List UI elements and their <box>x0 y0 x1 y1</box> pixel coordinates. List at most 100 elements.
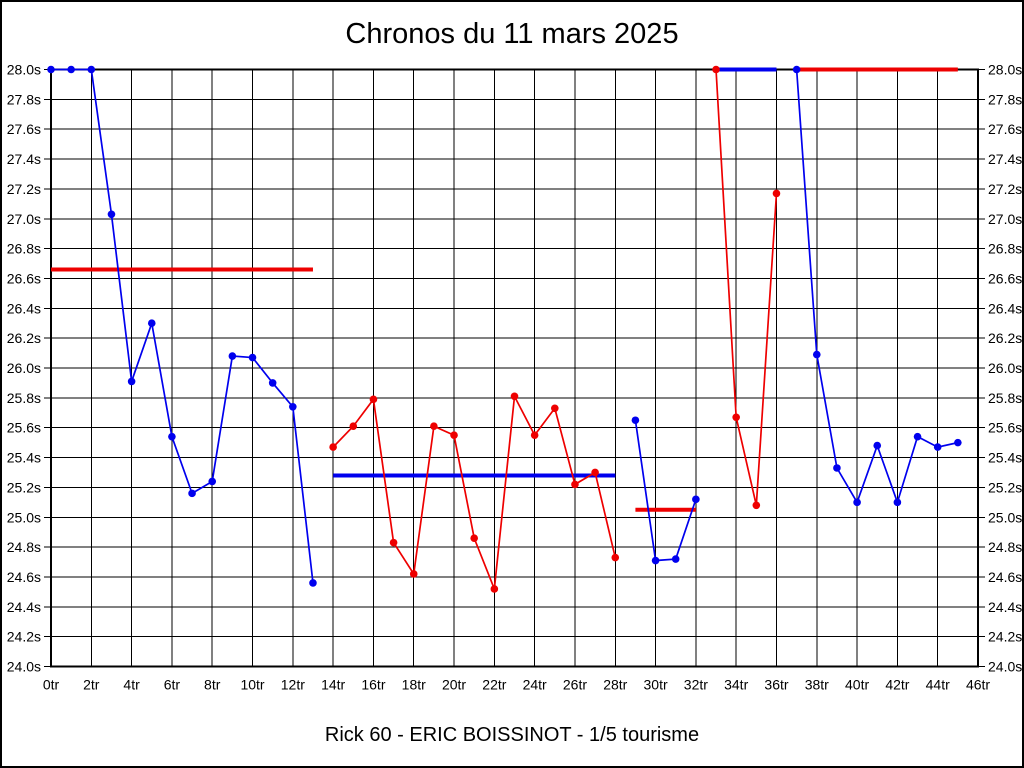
stint-2-laps <box>329 392 620 593</box>
data-point-lap-24 <box>530 431 539 439</box>
y-tick-label-left: 26.2s <box>7 330 41 346</box>
data-point-lap-0 <box>47 65 55 74</box>
y-tick-label-right: 24.6s <box>988 569 1022 585</box>
data-point-lap-32 <box>692 495 700 504</box>
x-tick-label: 24tr <box>523 677 547 693</box>
x-tick-label: 22tr <box>482 677 506 693</box>
data-point-lap-40 <box>853 498 861 507</box>
y-tick-label-left: 27.0s <box>7 211 41 227</box>
data-point-lap-29 <box>631 416 640 425</box>
y-tick-label-right: 25.4s <box>988 450 1022 466</box>
data-point-lap-27 <box>591 468 599 477</box>
data-point-lap-30 <box>651 556 660 565</box>
data-point-lap-5 <box>147 319 156 328</box>
y-tick-label-right: 26.2s <box>988 330 1022 346</box>
data-point-lap-31 <box>671 555 680 563</box>
x-tick-label: 12tr <box>281 677 305 693</box>
y-tick-label-left: 26.6s <box>7 270 41 286</box>
y-tick-label-right: 26.0s <box>988 360 1022 376</box>
x-tick-label: 0tr <box>43 677 60 693</box>
y-tick-label-left: 24.0s <box>7 659 41 675</box>
data-point-lap-36 <box>772 189 781 198</box>
data-point-lap-12 <box>289 403 297 411</box>
y-tick-label-left: 26.4s <box>7 300 41 316</box>
data-point-lap-13 <box>309 579 317 587</box>
x-tick-label: 36tr <box>764 677 788 693</box>
data-point-lap-39 <box>833 464 841 472</box>
x-tick-label: 42tr <box>885 677 909 693</box>
y-tick-label-left: 25.2s <box>7 479 41 495</box>
x-tick-label: 6tr <box>164 677 181 693</box>
x-tick-label: 30tr <box>644 677 668 693</box>
x-tick-label: 18tr <box>402 677 426 693</box>
data-point-lap-26 <box>571 480 579 489</box>
data-point-lap-1 <box>67 65 75 74</box>
data-point-lap-25 <box>551 404 559 413</box>
data-point-lap-3 <box>107 210 116 219</box>
data-point-lap-8 <box>208 477 217 486</box>
y-tick-label-right: 26.8s <box>988 241 1022 257</box>
y-tick-label-left: 27.6s <box>7 121 41 137</box>
data-point-lap-43 <box>913 432 922 441</box>
y-tick-label-right: 27.8s <box>988 91 1022 107</box>
stint-4-laps-line <box>715 69 778 506</box>
x-tick-label: 44tr <box>926 677 950 693</box>
y-tick-label-right: 25.2s <box>988 479 1022 495</box>
data-point-lap-19 <box>430 422 438 431</box>
y-tick-label-right: 26.4s <box>988 300 1022 316</box>
y-tick-label-right: 25.0s <box>988 509 1022 525</box>
x-tick-label: 8tr <box>204 677 221 693</box>
data-point-lap-14 <box>329 443 337 451</box>
y-tick-label-left: 26.0s <box>7 360 41 376</box>
data-point-lap-23 <box>510 392 519 401</box>
data-point-lap-44 <box>933 443 942 451</box>
chart-title: Chronos du 11 mars 2025 <box>345 18 679 50</box>
y-tick-label-left: 27.8s <box>7 91 41 107</box>
data-point-lap-16 <box>369 395 378 404</box>
y-tick-label-left: 26.8s <box>7 241 41 257</box>
x-tick-label: 14tr <box>321 677 345 693</box>
y-tick-label-right: 24.8s <box>988 539 1022 555</box>
stint-5-laps <box>792 65 962 507</box>
y-tick-label-right: 27.4s <box>988 151 1022 167</box>
data-point-lap-22 <box>490 585 499 593</box>
data-point-lap-35 <box>752 501 761 510</box>
y-tick-label-left: 25.8s <box>7 390 41 406</box>
y-tick-label-left: 25.6s <box>7 420 41 436</box>
y-tick-label-right: 24.0s <box>988 659 1022 675</box>
x-tick-label: 28tr <box>603 677 627 693</box>
data-point-lap-21 <box>470 534 478 542</box>
y-tick-label-right: 26.6s <box>988 270 1022 286</box>
x-tick-label: 10tr <box>240 677 264 693</box>
data-point-lap-45 <box>954 438 962 447</box>
stint-3-laps-line <box>634 420 697 562</box>
x-tick-label: 34tr <box>724 677 748 693</box>
data-point-lap-17 <box>389 538 398 547</box>
data-point-lap-11 <box>268 379 277 387</box>
x-tick-label: 46tr <box>966 677 990 693</box>
data-point-lap-18 <box>409 570 418 578</box>
y-tick-label-right: 27.2s <box>988 181 1022 197</box>
data-point-lap-9 <box>228 352 237 360</box>
stint-1-laps <box>47 65 317 587</box>
data-point-lap-4 <box>127 377 136 386</box>
x-tick-label: 38tr <box>805 677 829 693</box>
y-tick-label-right: 27.0s <box>988 211 1022 227</box>
data-point-lap-37 <box>792 65 801 74</box>
data-point-lap-7 <box>188 489 196 498</box>
data-point-lap-15 <box>349 422 358 431</box>
x-tick-label: 40tr <box>845 677 869 693</box>
y-tick-label-right: 24.2s <box>988 629 1022 645</box>
stint-2-laps-line <box>332 393 617 590</box>
chart-subtitle: Rick 60 - ERIC BOISSINOT - 1/5 tourisme <box>324 724 700 746</box>
stint-5-laps-line <box>795 69 959 506</box>
data-point-lap-10 <box>248 353 257 362</box>
data-point-lap-33 <box>712 65 720 74</box>
x-tick-label: 32tr <box>684 677 708 693</box>
x-tick-label: 4tr <box>123 677 140 693</box>
x-tick-label: 20tr <box>442 677 466 693</box>
y-tick-label-right: 24.4s <box>988 599 1022 615</box>
y-tick-label-left: 25.4s <box>7 450 41 466</box>
